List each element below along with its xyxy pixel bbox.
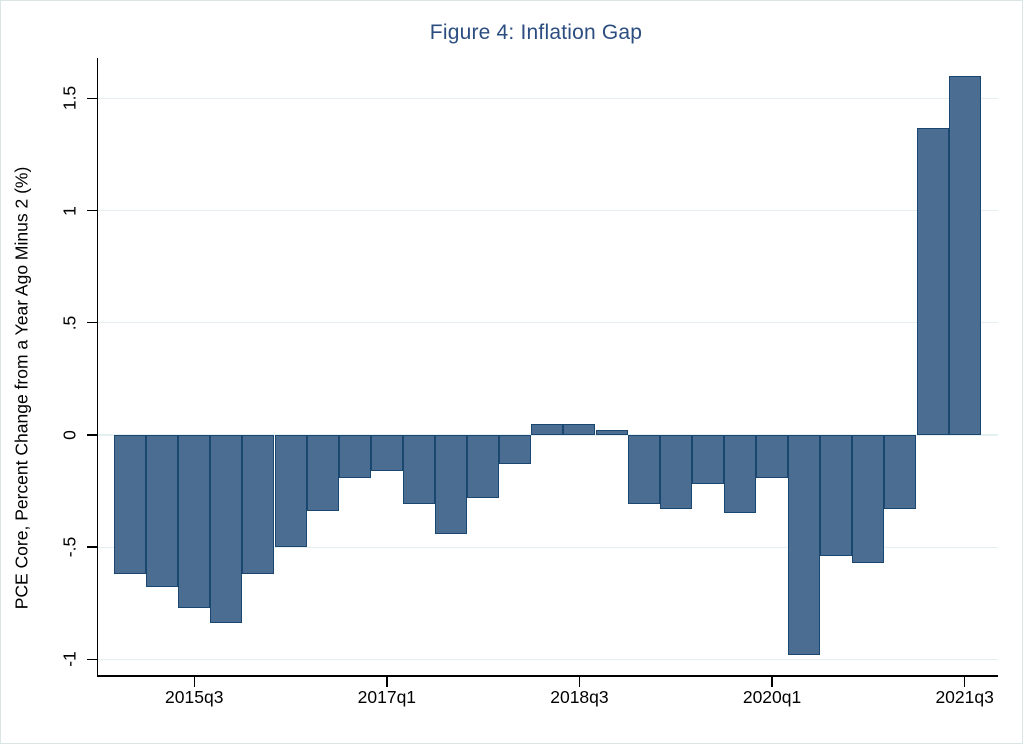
bar-2019q3	[691, 434, 724, 485]
y-tick-label-1.5: 1.5	[59, 86, 80, 111]
x-axis-line	[96, 675, 998, 677]
gridline--1	[98, 658, 998, 660]
bar-2016q2	[274, 434, 307, 548]
bar-2019q4	[723, 434, 756, 514]
bar-2017q3	[435, 434, 468, 534]
bar-2020q3	[820, 434, 853, 557]
bar-2018q2	[531, 423, 564, 435]
y-tick-.5	[86, 321, 97, 324]
x-tick-2021q3	[963, 676, 966, 687]
bar-2018q1	[499, 434, 532, 465]
bar-2018q3	[563, 423, 596, 435]
gridline-0	[98, 434, 998, 436]
y-tick-1	[86, 209, 97, 212]
bar-2017q1	[370, 434, 403, 471]
y-axis-title: PCE Core, Percent Change from a Year Ago…	[11, 166, 32, 610]
x-tick-2018q3	[578, 676, 581, 687]
x-tick-label-2017q1: 2017q1	[357, 687, 417, 707]
y-tick-label--1: -1	[59, 651, 80, 668]
gridline--.5	[98, 546, 998, 548]
plot-area: 1.5 1.5 0 -.5 -1 2015q3 2017q1 2018q3 2020q1 202…	[60, 58, 998, 707]
y-tick-label--.5: -.5	[59, 536, 80, 558]
x-tick-label-2020q1: 2020q1	[742, 687, 802, 707]
bar-2019q2	[659, 434, 692, 509]
chart-title: Figure 4: Inflation Gap	[429, 21, 643, 44]
y-tick--1	[86, 658, 97, 661]
bar-2021q2	[916, 127, 949, 435]
bar-2018q4	[595, 430, 628, 435]
bar-2015q3	[178, 434, 211, 608]
bar-2015q1	[114, 434, 147, 575]
bar-2020q1	[756, 434, 789, 478]
gridline-1.5	[98, 97, 998, 99]
y-tick--.5	[86, 546, 97, 548]
y-tick-label-.5: .5	[59, 315, 80, 331]
bar-2020q4	[852, 434, 885, 563]
gridline-1	[98, 209, 998, 212]
y-tick-0	[86, 434, 97, 436]
bar-2015q4	[210, 434, 243, 624]
x-tick-label-2015q3: 2015q3	[165, 687, 224, 707]
x-tick-2015q3	[193, 676, 195, 687]
y-tick-label-0: 0	[59, 430, 80, 440]
y-tick-label-1: 1	[59, 205, 80, 216]
bar-2016q3	[306, 434, 339, 512]
gridline-.5	[98, 322, 998, 324]
bar-2021q1	[884, 434, 917, 509]
bar-2019q1	[627, 434, 660, 505]
y-tick-1.5	[86, 97, 97, 100]
bar-2017q2	[402, 434, 435, 505]
bar-2021q3	[948, 75, 981, 435]
bar-2017q4	[467, 434, 500, 498]
y-axis-line	[96, 58, 98, 677]
bar-2016q1	[242, 434, 275, 575]
x-tick-2017q1	[386, 676, 388, 687]
x-tick-label-2018q3: 2018q3	[550, 687, 609, 707]
x-tick-label-2021q3: 2021q3	[935, 687, 994, 707]
bar-2020q2	[788, 434, 821, 655]
bar-2016q4	[338, 434, 371, 478]
bar-2015q2	[146, 434, 179, 588]
x-tick-2020q1	[771, 676, 773, 687]
